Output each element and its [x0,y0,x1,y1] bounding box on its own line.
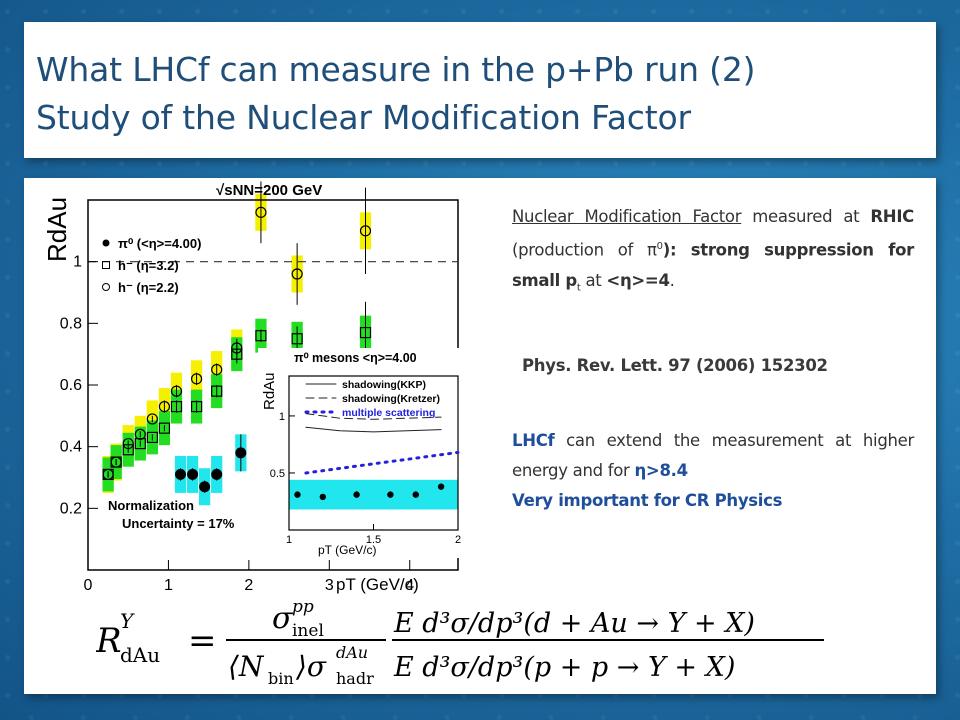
data-point-h-2-2 [190,373,203,385]
cr-physics-note: Very important for CR Physics [512,491,783,510]
data-point-pi0 [175,468,186,480]
inset-legend-label: shadowing(Kretzer) [342,393,440,405]
data-point-h-2-2 [110,456,122,468]
data-point-h-2-2 [291,268,303,280]
nmf-term: Nuclear Modification Factor [512,207,742,226]
svg-text:⟩σ: ⟩σ [295,650,327,683]
data-point-h-2-2 [255,206,267,218]
legend-label: h⁻ (η=3.2) [118,258,179,273]
inset-x-tick-label: 1.5 [366,534,381,546]
legend-marker [102,239,110,247]
inset-title: π⁰ mesons <η>=4.00 [294,351,417,365]
x-axis-label: pT (GeV/c) [336,575,419,594]
svg-text:hadr: hadr [336,669,374,686]
legend-marker [102,283,110,291]
formula-lhs: R [96,621,122,661]
y-axis-label: RdAu [42,197,72,262]
inset-data-point [387,491,394,498]
svg-text:σ: σ [272,601,294,636]
svg-text:dAu: dAu [336,643,368,662]
paragraph-rhic: Nuclear Modification Factor measured at … [512,207,914,293]
y-tick-label: 0.4 [60,439,82,456]
data-point-h-3-2 [359,326,372,339]
slide-title-line2: Study of the Nuclear Modification Factor [36,98,691,137]
inset-curve [305,426,442,433]
inset-uncertainty-band [289,479,458,510]
legend-label: h⁻ (η=2.2) [118,280,179,295]
data-point-h-3-2 [291,333,303,345]
inset-data-point [294,491,301,498]
inset-x-tick-label: 2 [455,534,461,546]
data-point-h-2-2 [211,363,223,376]
legend-marker [102,261,110,269]
data-point-h-3-2 [170,400,183,413]
content-card [24,178,936,694]
title-card [24,22,936,158]
data-point-h-3-2 [255,330,267,342]
data-point-h-2-2 [122,437,134,450]
inset-data-point [353,491,360,498]
inset-curve [305,413,442,420]
normalization-annotation: Uncertainty = 17% [122,516,235,531]
svg-text:⟨N: ⟨N [228,650,265,683]
data-point-h-2-2 [359,225,372,237]
data-point-h-2-2 [231,342,243,354]
data-point-h-3-2 [146,431,158,444]
data-point-h-2-2 [158,400,171,413]
data-point-h-3-2 [134,437,146,450]
data-point-h-3-2 [158,422,171,434]
svg-text:bin: bin [268,669,294,686]
inset-y-label: RdAu [261,372,278,410]
inset-legend-label: shadowing(KKP) [342,379,426,391]
y-tick-label: 1 [73,254,82,271]
data-point-pi0 [235,447,247,459]
inset-y-tick-label: 1 [279,411,285,423]
chart-title: √sNN=200 GeV [216,182,322,199]
reference-citation: Phys. Rev. Lett. 97 (2006) 152302 [522,356,828,375]
rdau-chart: 0 1 2 3 4 0.2 0.4 0.6 0.8 1 √sNN=200 GeV RdAu pT (Ge… [42,181,464,594]
inset-data-point [412,491,419,498]
svg-text:pp: pp [292,597,314,617]
data-point-h-3-2 [211,385,223,397]
data-point-h-2-2 [170,385,183,397]
data-point-h-2-2 [102,468,114,481]
y-tick-label: 0.6 [60,377,82,394]
inset-x-tick-label: 1 [286,534,292,546]
x-tick-label: 1 [164,577,173,594]
formula-denominator: E d³σ/dp³(p + p → Y + X) [393,652,735,683]
svg-text:inel: inel [292,621,324,641]
inset-y-tick-label: 0.5 [270,468,285,480]
x-tick-label: 4 [405,577,414,594]
inset-data-point [437,483,445,490]
svg-text:Y: Y [120,609,135,633]
y-tick-label: 0.8 [60,315,82,332]
data-point-pi0 [187,468,199,480]
slide-title-line1: What LHCf can measure in the p+Pb run (2… [36,50,756,89]
rdau-formula: R Y dAu = σ pp inel ⟨N bin ⟩σ dAu hadr E… [96,597,824,686]
legend-label: π⁰ (<η>=4.00) [118,236,201,251]
paragraph-lhcf: LHCf can extend the measurement at highe… [512,431,914,510]
inset-background [258,348,464,558]
x-tick-label: 3 [325,577,334,594]
data-point-h-2-2 [146,413,158,425]
data-point-pi0 [199,481,211,493]
x-tick-label: 2 [244,577,253,594]
data-point-h-2-2 [134,428,146,440]
x-tick-label: 0 [84,577,93,594]
formula-equals: = [188,621,217,661]
y-tick-label: 0.2 [60,500,82,517]
data-point-pi0 [211,468,223,480]
svg-text:dAu: dAu [120,643,160,667]
inset-x-label: pT (GeV/c) [318,543,376,557]
formula-numerator: E d³σ/dp³(d + Au → Y + X) [393,608,755,639]
data-point-h-3-2 [190,400,203,413]
inset-curve [304,450,460,475]
normalization-annotation: Normalization [108,498,194,513]
inset-legend-label: multiple scattering [342,407,435,419]
inset-data-point [319,493,326,501]
